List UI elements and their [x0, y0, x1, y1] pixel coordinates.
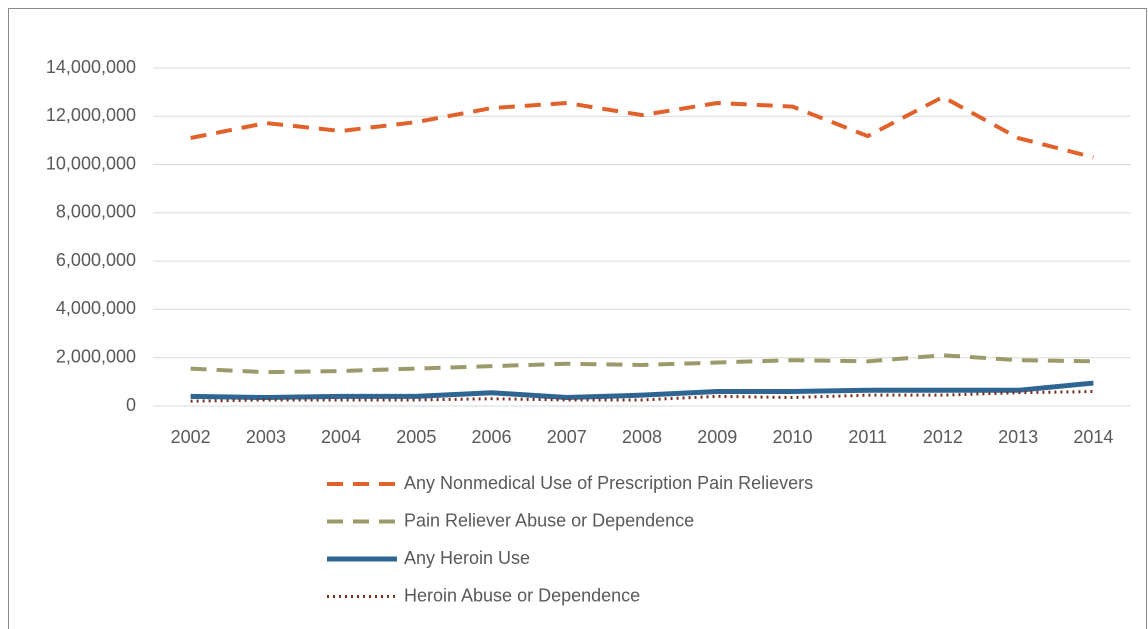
- legend-label: Heroin Abuse or Dependence: [404, 585, 640, 605]
- x-tick-label: 2003: [246, 427, 286, 447]
- x-tick-label: 2006: [472, 427, 512, 447]
- series-line: [190, 390, 1094, 403]
- y-tick-label: 8,000,000: [56, 202, 136, 222]
- x-tick-label: 2002: [171, 427, 211, 447]
- x-tick-label: 2012: [923, 427, 963, 447]
- y-tick-label: 10,000,000: [46, 153, 136, 173]
- chart-frame: [8, 8, 1147, 629]
- x-tick-label: 2009: [697, 427, 737, 447]
- y-tick-label: 6,000,000: [56, 250, 136, 270]
- series-line: [190, 353, 1094, 375]
- x-tick-label: 2005: [396, 427, 436, 447]
- x-tick-label: 2014: [1073, 427, 1113, 447]
- x-tick-label: 2011: [848, 427, 887, 447]
- x-tick-label: 2013: [998, 427, 1038, 447]
- x-tick-label: 2008: [622, 427, 662, 447]
- legend-label: Any Heroin Use: [404, 548, 530, 568]
- y-tick-label: 4,000,000: [56, 298, 136, 318]
- x-tick-label: 2007: [547, 427, 587, 447]
- y-tick-label: 14,000,000: [46, 57, 136, 77]
- x-tick-label: 2004: [321, 427, 361, 447]
- legend-label: Pain Reliever Abuse or Dependence: [404, 510, 694, 530]
- y-tick-label: 2,000,000: [56, 346, 136, 366]
- y-tick-label: 12,000,000: [46, 105, 136, 125]
- y-tick-label: 0: [126, 395, 136, 415]
- series-line: [190, 94, 1094, 160]
- series-line: [190, 380, 1094, 401]
- legend-label: Any Nonmedical Use of Prescription Pain …: [404, 473, 813, 493]
- x-tick-label: 2010: [772, 427, 812, 447]
